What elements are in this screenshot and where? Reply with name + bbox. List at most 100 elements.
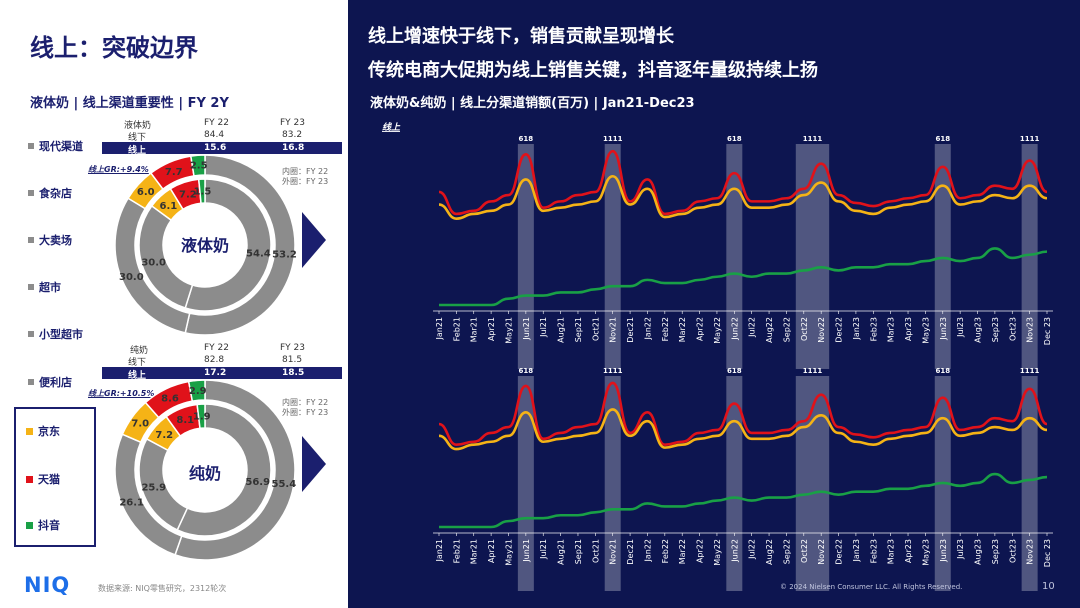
series-tag: 线上 (382, 122, 401, 133)
x-tick-label: May23 (921, 539, 930, 566)
x-tick-label: Mar23 (887, 317, 896, 342)
square-icon (28, 331, 34, 337)
promo-label: 1111 (803, 367, 823, 375)
pure-milk-table: 纯奶 FY 22 FY 23 线下 82.8 81.5 (128, 343, 305, 368)
x-tick-label: Oct22 (800, 317, 809, 341)
series-line (438, 149, 1048, 216)
square-icon (28, 190, 34, 196)
x-tick-label: Jan23 (852, 317, 861, 341)
x-tick-label: Feb22 (661, 539, 670, 563)
x-tick-label: Sep21 (574, 317, 583, 342)
left-panel: 线上：突破边界 液体奶 | 线上渠道重要性 | FY 2Y 现代渠道 食杂店 大… (0, 0, 348, 608)
donut-label: 54.4 (246, 249, 271, 260)
x-tick-label: Aug23 (974, 317, 983, 343)
donut-label: 55.4 (272, 479, 297, 490)
x-tick-label: Jan21 (435, 317, 444, 341)
donut-label: 53.2 (272, 249, 297, 260)
donut-label: 7.2 (179, 189, 197, 200)
x-tick-label: Dec21 (626, 539, 635, 565)
x-tick-label: Aug21 (557, 317, 566, 343)
channel-item: 小型超市 (28, 326, 83, 342)
promo-label: 1111 (603, 367, 623, 375)
x-tick-label: Aug23 (974, 539, 983, 565)
x-tick-label: Jul22 (748, 539, 757, 560)
x-tick-label: Apr22 (696, 539, 705, 563)
donut-label: 2.5 (190, 161, 208, 172)
niq-logo: NIQ (24, 573, 71, 597)
channel-item: 超市 (28, 279, 61, 295)
legend-swatch (26, 427, 33, 435)
x-tick-label: Jan22 (643, 317, 652, 341)
channel-item: 大卖场 (28, 232, 72, 248)
source-note: 数据来源: NIQ零售研究，2312轮次 (98, 584, 227, 593)
page-number: 10 (1042, 581, 1055, 592)
promo-label: 618 (519, 367, 534, 375)
donut-slice (184, 154, 296, 336)
promo-label: 1111 (1020, 135, 1040, 143)
x-tick-label: Jun22 (730, 317, 739, 341)
donut-center-label: 液体奶 (180, 236, 229, 255)
x-tick-label: May22 (713, 317, 722, 344)
square-icon (28, 237, 34, 243)
donut-hole (164, 429, 246, 511)
x-tick-label: Oct21 (591, 317, 600, 341)
promo-band (604, 144, 621, 369)
square-icon (28, 143, 34, 149)
x-tick-label: Jul23 (956, 539, 965, 560)
x-tick-label: Jun21 (522, 539, 531, 563)
x-tick-label: Apr23 (904, 539, 913, 563)
promo-label: 618 (727, 367, 742, 375)
donut-label: 30.0 (119, 272, 144, 283)
donut-label: 26.1 (119, 498, 144, 509)
headline-2: 传统电商大促期为线上销售关键，抖音逐年量级持续上扬 (368, 60, 818, 81)
legend-swatch (26, 521, 33, 529)
x-tick-label: May23 (921, 317, 930, 344)
series-line (438, 408, 1048, 451)
legend-item-jd: 京东 (26, 423, 60, 439)
x-tick-label: Feb21 (452, 539, 461, 563)
x-tick-label: Apr21 (487, 539, 496, 563)
growth-rate: 线上GR:+10.5% (88, 389, 155, 398)
donut-slice (196, 403, 206, 430)
x-tick-label: Jun23 (939, 317, 948, 341)
donut-slice (187, 379, 206, 403)
x-tick-label: Dec22 (835, 317, 844, 343)
x-tick-label: Jul21 (539, 539, 548, 560)
arrow-icon (302, 436, 326, 492)
online-row: 线上 15.6 16.8 (102, 142, 342, 156)
promo-label: 618 (519, 135, 534, 143)
x-tick-label: Oct23 (1008, 317, 1017, 341)
donut-label: 8.1 (176, 415, 194, 426)
x-tick-label: Sep23 (991, 317, 1000, 342)
x-tick-label: Mar23 (887, 539, 896, 564)
chart-title: 液体奶&纯奶 | 线上分渠道销额(百万) | Jan21-Dec23 (370, 96, 695, 111)
donut-label: 1.5 (194, 187, 212, 198)
x-tick-label: Dec21 (626, 317, 635, 343)
x-tick-label: Oct22 (800, 539, 809, 563)
x-tick-label: Jan22 (643, 539, 652, 563)
x-tick-label: May21 (504, 317, 513, 344)
x-tick-label: May22 (713, 539, 722, 566)
x-tick-label: Nov21 (609, 317, 618, 343)
x-tick-label: Apr22 (696, 317, 705, 341)
donut-slice (197, 178, 206, 205)
promo-band (726, 144, 743, 369)
trend-chart-top: 618 1111 618 1111 618 1111 Jan21 Feb21 Mar21 Apr2… (433, 135, 1053, 369)
promo-label: 618 (935, 135, 950, 143)
donut-center-label: 纯奶 (188, 464, 221, 483)
donut-label: 25.9 (141, 483, 166, 494)
promo-band (726, 376, 743, 591)
channel-item: 食杂店 (28, 185, 72, 201)
legend-swatch (26, 475, 33, 483)
x-tick-label: Mar22 (678, 539, 687, 564)
donut-label: 1.9 (193, 412, 211, 423)
liquid-milk-table: 液体奶 FY 22 FY 23 线下 84.4 83.2 (124, 118, 305, 143)
x-tick-label: Nov21 (609, 539, 618, 565)
donut-label: 6.1 (160, 201, 178, 212)
x-tick-label: Feb21 (452, 317, 461, 341)
donut-label: 2.9 (189, 386, 207, 397)
x-tick-label: Nov23 (1026, 317, 1035, 343)
x-tick-label: Dec22 (835, 539, 844, 565)
square-icon (28, 284, 34, 290)
x-tick-label: Jul21 (539, 317, 548, 338)
